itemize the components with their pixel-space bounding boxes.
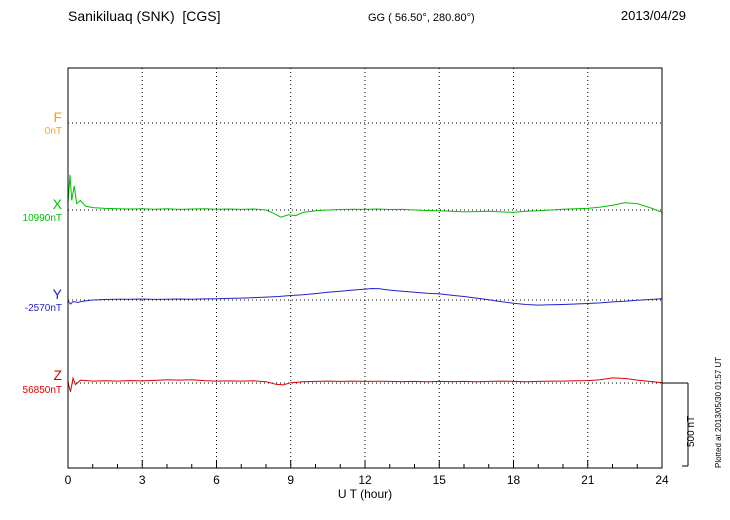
channel-baseline-z: 56850nT [22, 385, 62, 396]
plot-date: 2013/04/29 [620, 8, 686, 23]
geographic-coords: GG ( 56.50°, 280.80°) [368, 12, 475, 24]
channel-label-x: X [52, 196, 62, 212]
station-title: Sanikiluaq (SNK) [CGS] [68, 8, 221, 24]
x-tick-label: 21 [581, 473, 595, 487]
grid-layer [68, 68, 662, 468]
x-axis-label: U T (hour) [337, 487, 393, 501]
x-tick-label: 9 [287, 473, 295, 487]
scale-bar-bracket [662, 382, 689, 467]
channel-label-z: Z [53, 367, 62, 383]
x-tick-label: 15 [432, 473, 446, 487]
channel-baseline-f: 0nT [44, 126, 62, 137]
x-tick-label: 3 [138, 473, 146, 487]
plot-border [67, 67, 663, 469]
trace-layer [67, 174, 663, 392]
plotted-at-note: Plotted at 2013/05/30 01:57 UT [714, 356, 723, 468]
x-tick-label: 0 [64, 473, 72, 487]
axis-tick-marks [67, 460, 663, 468]
x-tick-label: 12 [358, 473, 372, 487]
channel-label-f: F [53, 109, 62, 125]
channel-baseline-x: 10990nT [22, 213, 62, 224]
x-tick-label: 18 [506, 473, 521, 487]
x-tick-label: 24 [655, 473, 669, 487]
scale-bar-label: 500 nT [686, 415, 697, 447]
channel-label-y: Y [52, 286, 62, 302]
channel-baseline-y: -2570nT [24, 303, 62, 314]
x-tick-label: 6 [213, 473, 220, 487]
